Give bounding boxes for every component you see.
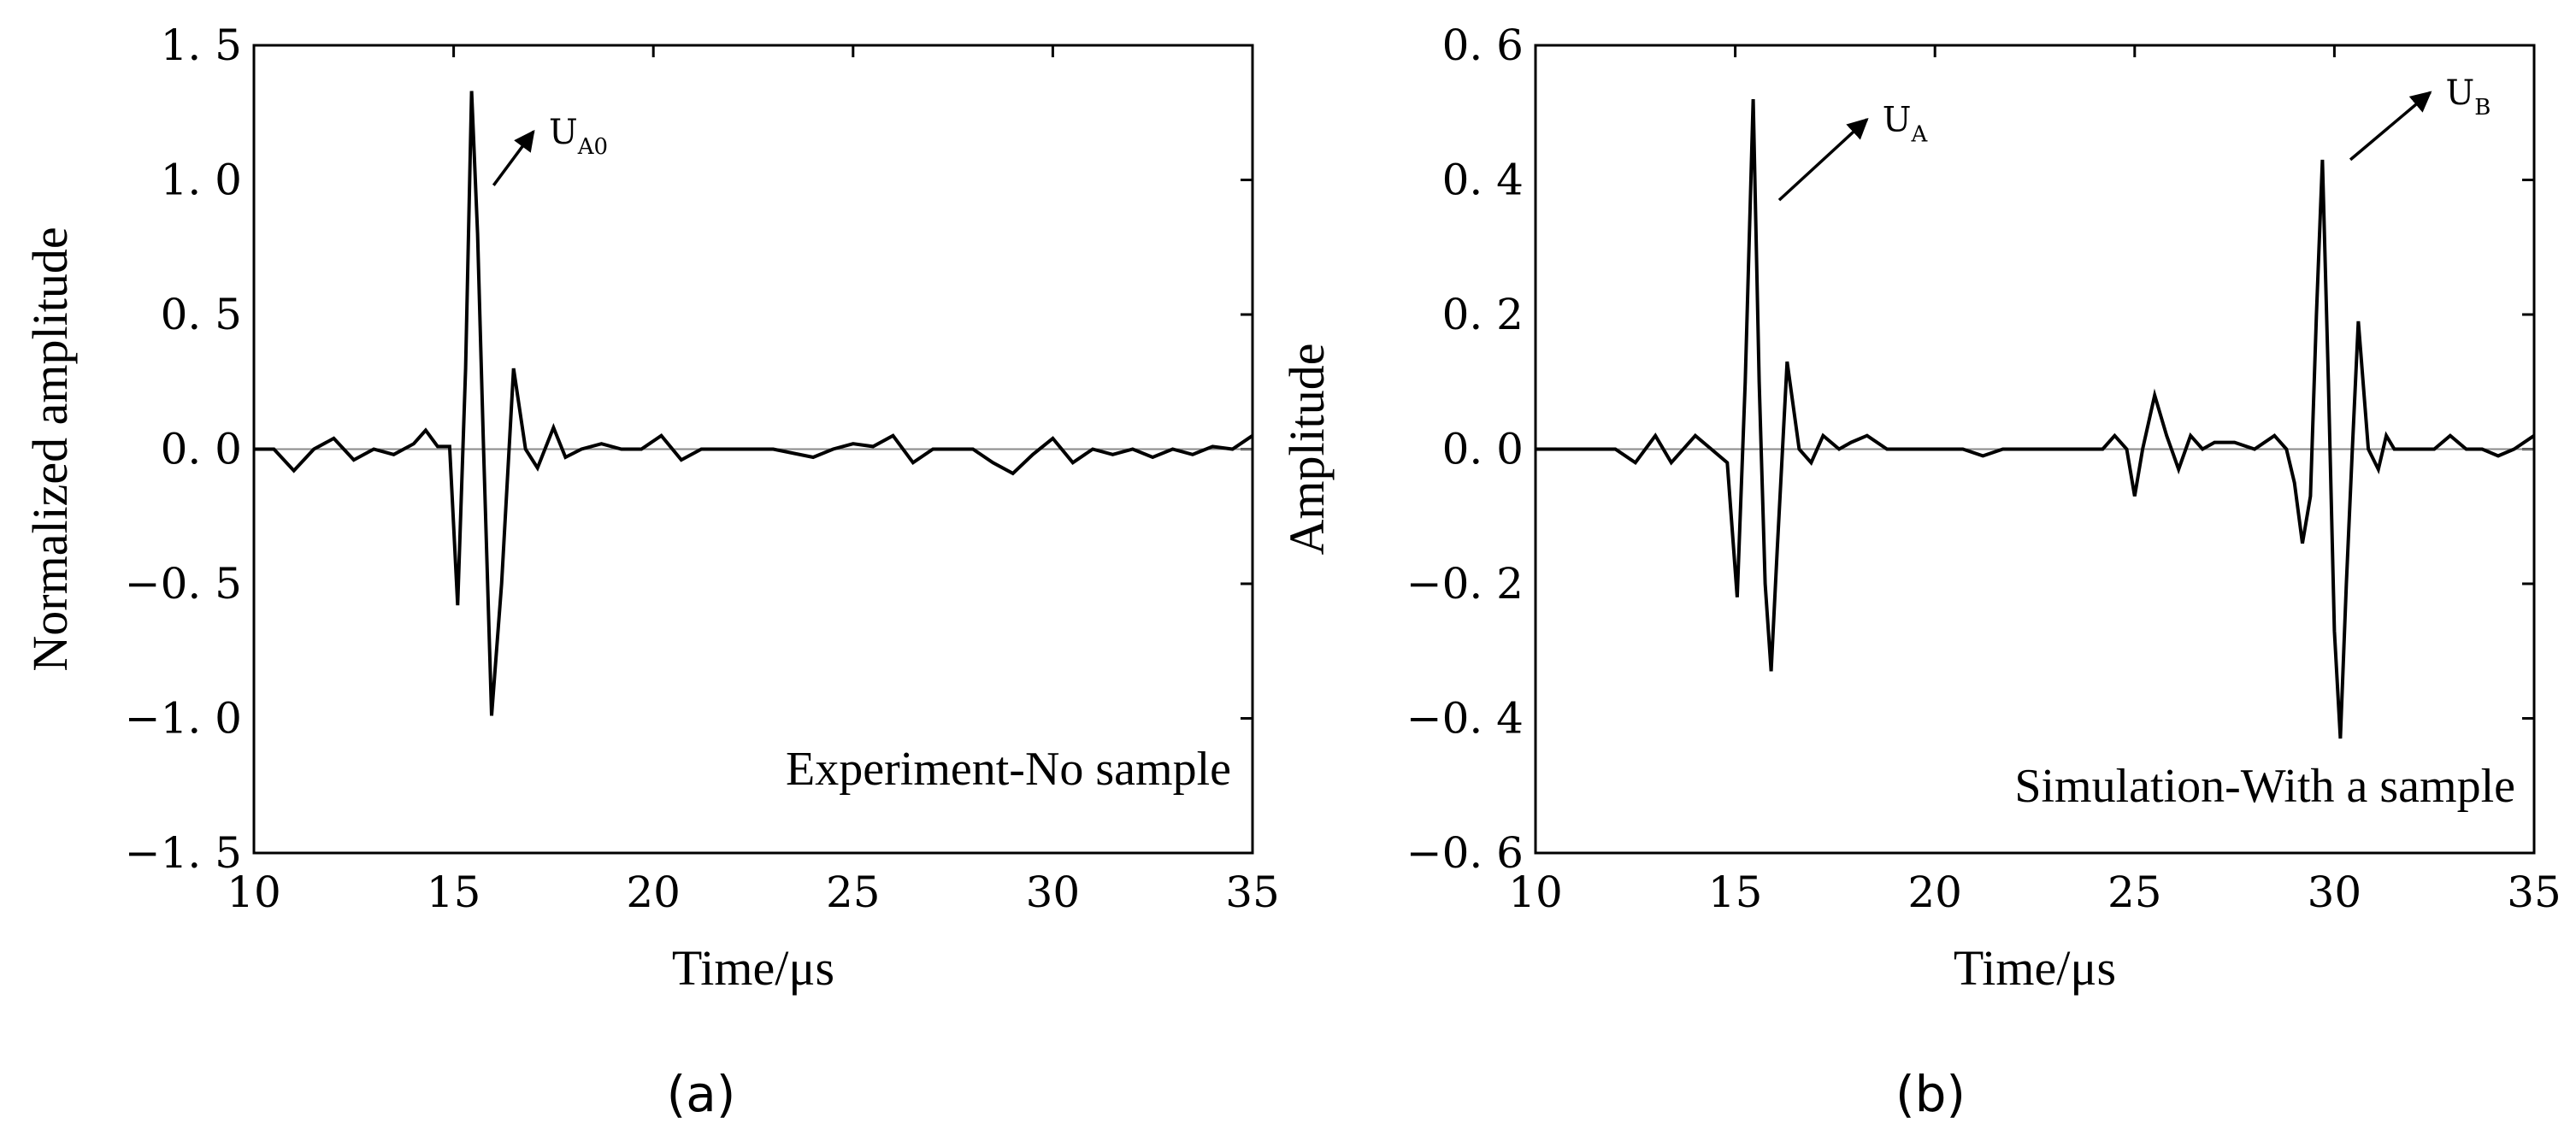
panel-a-y-tick-label: 0. 5 — [161, 290, 242, 339]
panel-a: 1. 5 1. 0 0. 5 0. 0 −0. 5 −1. 0 −1. 5 10 15 20 25… — [22, 21, 1280, 1123]
panel-a-callouts: UA0 — [492, 113, 608, 186]
panel-a-callout-label: UA0 — [549, 113, 608, 160]
panel-b-y-tick-label: 0. 0 — [1442, 425, 1524, 474]
panel-b-x-axis-label: Time/μs — [1954, 940, 2116, 996]
panel-a-callout-arrow — [492, 129, 535, 186]
panel-b-y-tick-label: 0. 2 — [1442, 290, 1524, 339]
panel-a-x-ticks: 10 15 20 25 30 35 — [227, 45, 1280, 917]
panel-b-y-ticks: 0. 6 0. 4 0. 2 0. 0 −0. 2 −0. 4 −0. 6 — [1406, 21, 2534, 878]
panel-b-series — [1536, 98, 2536, 739]
panel-a-annotation: Experiment-No sample — [786, 743, 1231, 796]
panel-b-x-tick-label: 10 — [1508, 868, 1563, 917]
panel-b-y-axis-label: Amplitude — [1279, 343, 1335, 555]
panel-b-y-tick-label: −0. 6 — [1406, 828, 1524, 878]
panel-b-callout-arrow — [2349, 91, 2432, 162]
panel-a-y-ticks: 1. 5 1. 0 0. 5 0. 0 −0. 5 −1. 0 −1. 5 — [125, 21, 1253, 878]
panel-b-callout-label: UA — [1883, 101, 1929, 148]
panel-b-callout-label: UB — [2446, 74, 2491, 121]
panel-a-plot-frame — [252, 44, 1254, 855]
panel-b-x-ticks: 10 15 20 25 30 35 — [1508, 45, 2561, 917]
panel-b-y-tick-label: −0. 4 — [1406, 694, 1524, 744]
panel-b-y-tick-label: −0. 2 — [1406, 559, 1524, 609]
panel-a-x-tick-label: 35 — [1225, 868, 1280, 917]
panel-b-series-line — [1536, 98, 2536, 739]
panel-a-y-tick-label: −1. 5 — [125, 828, 242, 878]
panel-b-x-tick-label: 30 — [2308, 868, 2362, 917]
panel-a-y-tick-label: 0. 0 — [161, 425, 242, 474]
panel-a-x-tick-label: 20 — [626, 868, 681, 917]
panel-a-x-tick-label: 10 — [227, 868, 281, 917]
panel-a-series — [254, 91, 1254, 716]
panel-b-callout-arrow — [1777, 117, 1869, 202]
panel-a-y-tick-label: 1. 0 — [161, 156, 242, 205]
panel-a-y-tick-label: −1. 0 — [125, 694, 242, 744]
panel-a-series-line — [254, 91, 1254, 716]
panel-a-label: (a) — [667, 1065, 736, 1123]
panel-a-x-axis-label: Time/μs — [672, 940, 834, 996]
panel-a-x-tick-label: 15 — [427, 868, 481, 917]
panel-b: 0. 6 0. 4 0. 2 0. 0 −0. 2 −0. 4 −0. 6 10 15 20 25… — [1279, 21, 2561, 1123]
panel-b-y-tick-label: 0. 6 — [1442, 21, 1524, 70]
panel-a-x-tick-label: 25 — [826, 868, 881, 917]
panel-b-callouts: UA UB — [1777, 74, 2491, 202]
panel-b-x-tick-label: 35 — [2507, 868, 2561, 917]
panel-b-label: (b) — [1895, 1065, 1966, 1123]
panel-a-y-axis-label: Normalized amplitude — [22, 226, 78, 671]
panel-b-plot-frame — [1534, 44, 2536, 855]
panel-b-annotation: Simulation-With a sample — [2014, 760, 2515, 813]
panel-a-x-tick-label: 30 — [1026, 868, 1081, 917]
panel-a-y-tick-label: 1. 5 — [161, 21, 242, 70]
panel-b-x-tick-label: 15 — [1708, 868, 1763, 917]
panel-a-y-tick-label: −0. 5 — [125, 559, 242, 609]
panel-b-x-tick-label: 20 — [1907, 868, 1962, 917]
panel-b-y-tick-label: 0. 4 — [1442, 156, 1524, 205]
panel-b-x-tick-label: 25 — [2107, 868, 2162, 917]
